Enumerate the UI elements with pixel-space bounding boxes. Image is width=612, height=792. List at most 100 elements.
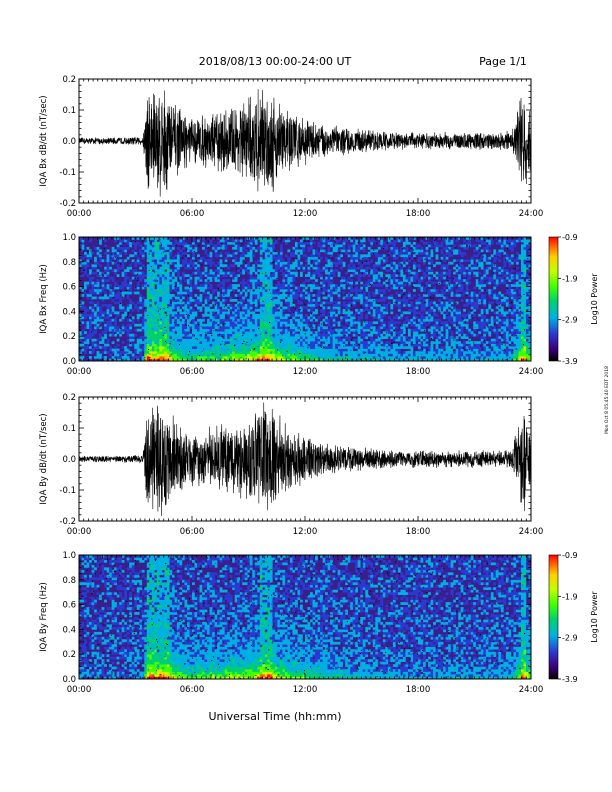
spectrogram-cell [189,343,193,347]
spectrogram-cell [109,326,112,330]
spectrogram-cell [159,333,163,337]
spectrogram-cell [264,308,268,312]
spectrogram-cell [109,358,112,362]
spectrogram-cell [204,251,208,255]
spectrogram-cell [174,323,178,327]
spectrogram-cell [390,246,394,250]
spectrogram-cell [249,306,253,310]
spectrogram-cell [425,316,429,320]
spectrogram-cell [166,318,170,322]
spectrogram-cell [224,246,228,250]
spectrogram-cell [377,271,381,275]
spectrogram-cell [166,333,170,337]
spectrogram-cell [159,259,163,263]
spectrogram-cell [312,306,316,310]
spectrogram-cell [209,323,213,327]
spectrogram-cell [214,358,218,362]
spectrogram-cell [360,351,364,354]
spectrogram-cell [249,269,253,273]
spectrogram-cell [81,269,85,273]
spectrogram-cell [289,326,293,330]
spectrogram-cell [202,338,205,342]
spectrogram-cell [219,333,223,337]
spectrogram-cell [279,308,283,312]
spectrogram-cell [207,336,210,339]
spectrogram-cell [390,296,394,300]
spectrogram-cell [199,328,203,332]
spectrogram-cell [94,284,97,287]
spectrogram-cell [159,311,163,315]
spectrogram-cell [209,318,213,322]
spectrogram-cell [390,323,394,327]
spectrogram-cell [249,241,253,245]
spectrogram-cell [337,259,341,263]
spectrogram-cell [294,311,298,315]
spectrogram-cell [312,351,316,354]
spectrogram-cell [151,356,155,359]
spectrogram-cell [352,244,356,248]
spectrogram-cell [154,358,158,362]
spectrogram-cell [294,336,298,339]
spectrogram-cell [375,316,379,320]
spectrogram-cell [418,323,421,327]
spectrogram-cell [262,274,266,277]
spectrogram-cell [84,289,87,292]
spectrogram-cell [106,256,110,260]
spectrogram-cell [430,346,434,349]
spectrogram-cell [114,254,117,258]
spectrogram-cell [116,313,120,317]
spectrogram-cell [189,274,193,277]
spectrogram-cell [139,313,143,317]
spectrogram-cell [350,289,354,292]
spectrogram-cell [415,271,419,275]
spectrogram-cell [375,264,379,268]
spectrogram-cell [312,348,316,352]
spectrogram-cell [89,306,92,310]
spectrogram-cell [94,303,97,307]
spectrogram-cell [284,301,288,305]
spectrogram-cell [141,356,145,359]
spectrogram-cell [377,343,381,347]
spectrogram-cell [302,316,306,320]
spectrogram-cell [287,356,291,359]
spectrogram-cell [156,333,160,337]
spectrogram-cell [237,328,241,332]
spectrogram-cell [350,281,354,285]
spectrogram-cell [234,318,238,322]
spectrogram-cell [352,266,356,270]
spectrogram-cell [297,266,301,270]
spectrogram-cell [151,244,155,248]
spectrogram-cell [325,321,328,325]
spectrogram-cell [159,343,163,347]
spectrogram-cell [161,341,165,344]
spectrogram-cell [129,351,133,354]
spectrogram-cell [164,303,168,307]
spectrogram-cell [94,313,97,317]
spectrogram-cell [212,333,215,337]
spectrogram-cell [287,318,291,322]
spectrogram-cell [347,346,351,349]
spectrogram-cell [289,237,293,240]
spectrogram-cell [204,313,208,317]
spectrogram-cell [330,251,333,255]
spectrogram-cell [430,351,434,354]
spectrogram-cell [227,341,230,344]
spectrogram-cell [395,336,399,339]
spectrogram-cell [274,291,278,295]
spectrogram-cell [154,289,158,292]
spectrogram-cell [365,286,369,290]
spectrogram-cell [428,289,431,292]
spectrogram-cell [390,358,394,362]
spectrogram-cell [171,328,175,332]
spectrogram-cell [377,254,381,258]
spectrogram-cell [156,294,160,297]
spectrogram-cell [89,271,92,275]
spectrogram-cell [320,237,323,240]
spectrogram-cell [232,271,235,275]
spectrogram-cell [307,331,311,335]
spectrogram-cell [360,299,364,302]
spectrogram-cell [307,256,311,260]
spectrogram-cell [99,254,102,258]
spectrogram-cell [229,351,233,354]
spectrogram-cell [397,303,401,307]
